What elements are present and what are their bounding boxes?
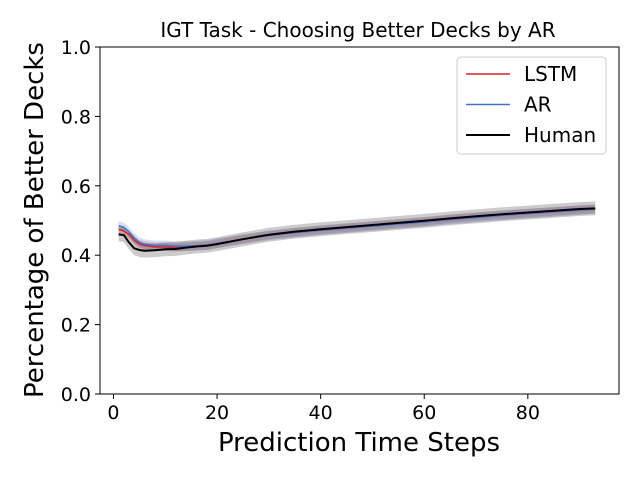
legend-label-ar: AR bbox=[524, 93, 552, 117]
y-tick-label: 0.4 bbox=[61, 245, 91, 267]
y-tick-label: 0.2 bbox=[61, 315, 91, 337]
human-line bbox=[118, 207, 596, 252]
legend-label-lstm: LSTM bbox=[524, 62, 577, 86]
confidence-bands bbox=[118, 201, 596, 258]
human-confidence-band bbox=[118, 201, 596, 258]
y-tick-label: 0.6 bbox=[61, 176, 91, 198]
legend-box bbox=[456, 56, 607, 155]
series-lines bbox=[118, 207, 596, 252]
x-axis-ticks: 0 20 40 60 80 bbox=[107, 394, 540, 424]
chart-title: IGT Task - Choosing Better Decks by AR bbox=[160, 18, 555, 42]
x-tick-label: 80 bbox=[516, 402, 540, 424]
x-tick-label: 60 bbox=[412, 402, 436, 424]
y-tick-label: 0.8 bbox=[61, 106, 91, 128]
legend: LSTM AR Human bbox=[456, 56, 607, 155]
x-tick-label: 20 bbox=[205, 402, 229, 424]
x-axis-label: Prediction Time Steps bbox=[218, 428, 500, 458]
x-tick-label: 40 bbox=[309, 402, 333, 424]
y-axis-label: Percentage of Better Decks bbox=[20, 42, 50, 398]
x-tick-label: 0 bbox=[107, 402, 119, 424]
y-axis-ticks: 0.0 0.2 0.4 0.6 0.8 1.0 bbox=[61, 37, 100, 406]
y-tick-label: 0.0 bbox=[61, 384, 91, 406]
legend-label-human: Human bbox=[524, 123, 596, 147]
plot-area bbox=[99, 46, 620, 395]
y-tick-label: 1.0 bbox=[61, 37, 91, 59]
plot-frame bbox=[99, 46, 620, 395]
